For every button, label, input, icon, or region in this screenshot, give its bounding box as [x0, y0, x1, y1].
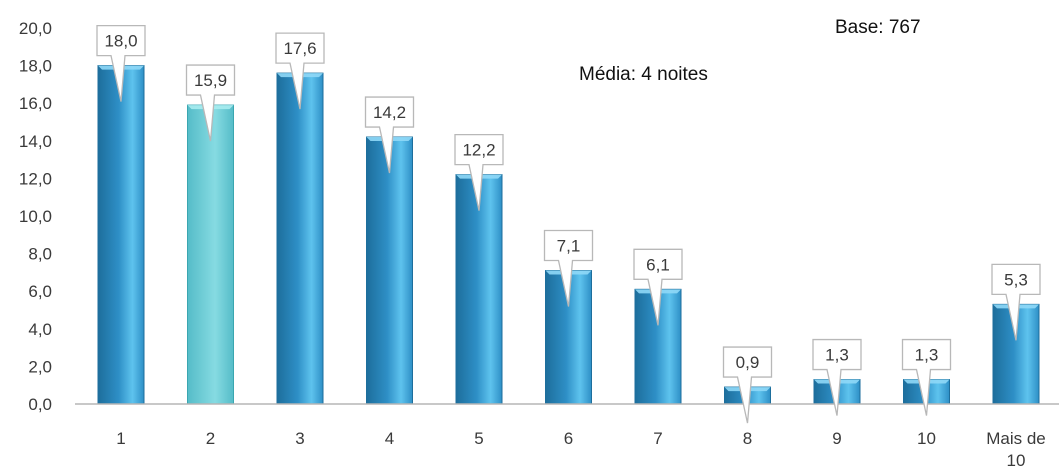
bars-group: [97, 65, 1040, 405]
x-tick-label: 10: [917, 429, 936, 448]
data-labels-group: 18,0 15,9 17,6 14,2 12,2 7,1 6,1 0,9 1,3 1,3 5,3: [96, 24, 1041, 424]
x-tick-label: 9: [832, 429, 841, 448]
y-tick-label: 16,0: [19, 94, 52, 113]
y-tick-label: 12,0: [19, 169, 52, 188]
bar: [455, 174, 503, 405]
x-tick-label: 7: [653, 429, 662, 448]
data-label-callout: [454, 133, 504, 211]
x-tick-label: 6: [564, 429, 573, 448]
y-tick-label: 14,0: [19, 132, 52, 151]
bar: [276, 72, 324, 405]
y-tick-label: 2,0: [28, 357, 52, 376]
y-tick-label: 20,0: [19, 19, 52, 38]
data-label: 0,9: [736, 353, 760, 372]
x-tick-label: 3: [295, 429, 304, 448]
y-tick-label: 18,0: [19, 57, 52, 76]
data-label: 1,3: [915, 346, 939, 365]
data-label-callout: [185, 64, 236, 142]
data-label-callout: [812, 338, 862, 416]
x-tick-label: Mais de: [986, 429, 1046, 448]
y-tick-label: 4,0: [28, 320, 52, 339]
y-axis-tick-labels: 0,0 2,0 4,0 6,0 8,0 10,0 12,0 14,0 16,0 18,0 20,0: [19, 19, 52, 414]
x-tick-label: 8: [743, 429, 752, 448]
data-label: 7,1: [557, 237, 581, 256]
data-label: 17,6: [283, 39, 316, 58]
data-label-callout: [991, 263, 1041, 341]
data-label-callout: [722, 346, 773, 424]
x-axis-tick-labels: 1 2 3 4 5 6 7 8 9 10 Mais de 10: [116, 429, 1046, 469]
base-annotation: Base: 767: [835, 17, 921, 38]
x-tick-label: 1: [116, 429, 125, 448]
y-tick-label: 10,0: [19, 207, 52, 226]
y-tick-label: 0,0: [28, 395, 52, 414]
data-label: 14,2: [373, 103, 406, 122]
x-tick-label: 5: [474, 429, 483, 448]
media-annotation: Média: 4 noites: [579, 64, 708, 85]
x-tick-label: 10: [1007, 451, 1026, 469]
data-label-callout: [633, 248, 683, 326]
bar: [187, 104, 234, 405]
data-label: 1,3: [825, 346, 849, 365]
data-label-callout: [96, 24, 146, 102]
y-tick-label: 8,0: [28, 245, 52, 264]
data-label: 5,3: [1004, 270, 1028, 289]
bar: [366, 136, 413, 405]
y-tick-label: 6,0: [28, 282, 52, 301]
data-label-callout: [901, 338, 952, 416]
data-label-callout: [364, 96, 415, 174]
data-label: 18,0: [104, 32, 137, 51]
bar: [97, 65, 145, 405]
data-label: 15,9: [194, 71, 227, 90]
data-label-callout: [275, 32, 325, 110]
data-label: 6,1: [646, 255, 670, 274]
data-label-callout: [543, 229, 594, 307]
x-tick-label: 4: [385, 429, 394, 448]
x-tick-label: 2: [206, 429, 215, 448]
data-label: 12,2: [462, 141, 495, 160]
